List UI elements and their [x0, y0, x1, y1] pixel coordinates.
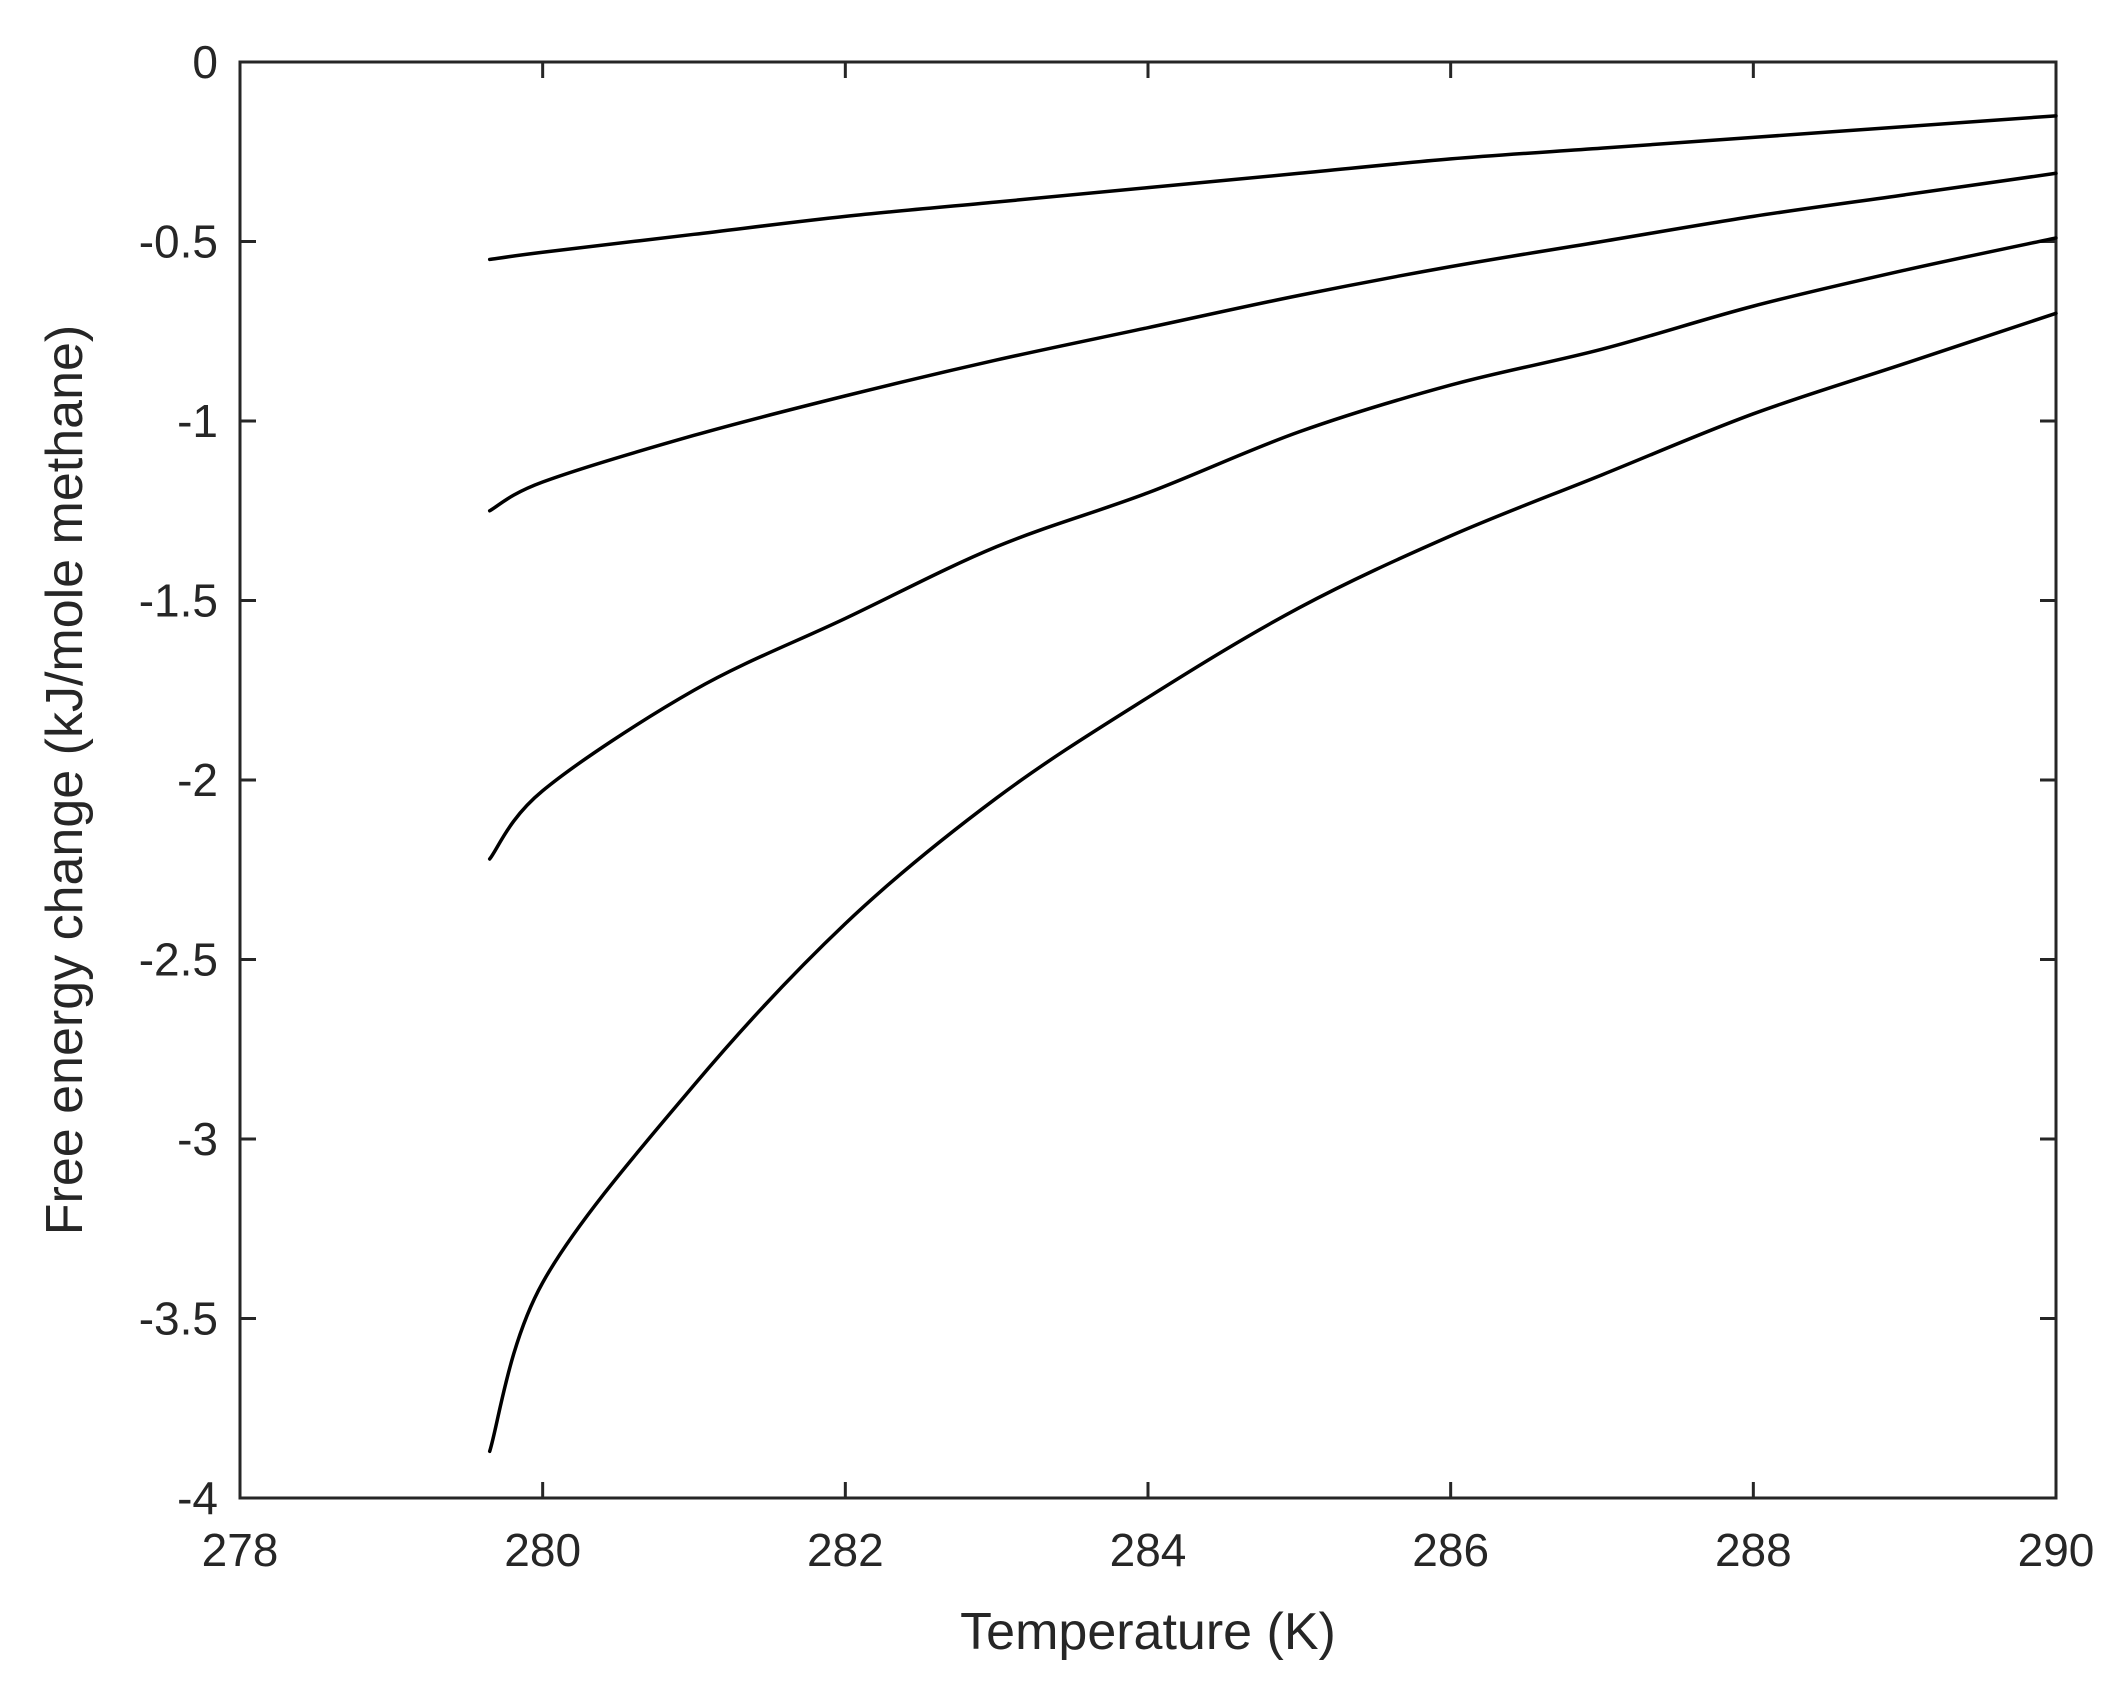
y-tick-label: -2.5	[139, 934, 218, 986]
y-tick-label: -4	[177, 1472, 218, 1524]
y-axis-label: Free energy change (kJ/mole methane)	[36, 325, 94, 1235]
y-tick-label: -1.5	[139, 575, 218, 627]
x-tick-label: 286	[1412, 1524, 1489, 1576]
series-line-1	[487, 114, 2058, 262]
x-tick-label: 284	[1110, 1524, 1187, 1576]
y-tick-label: 0	[192, 36, 218, 88]
plot-area	[238, 60, 2058, 1500]
y-tick-label: -0.5	[139, 216, 218, 268]
x-tick-label: 290	[2018, 1524, 2095, 1576]
series-line-2	[487, 171, 2058, 513]
y-tick-label: -2	[177, 754, 218, 806]
y-tick-label: -3	[177, 1113, 218, 1165]
x-tick-label: 280	[504, 1524, 581, 1576]
series-line-3	[487, 236, 2058, 861]
x-axis-label: Temperature (K)	[960, 1603, 1336, 1661]
x-tick-label: 288	[1715, 1524, 1792, 1576]
x-tick-label: 278	[202, 1524, 279, 1576]
y-tick-label: -3.5	[139, 1293, 218, 1345]
x-axis-ticks: 278 280 282 284 286 288 290	[202, 62, 2095, 1576]
y-axis-ticks: 0 -0.5 -1 -1.5 -2 -2.5 -3 -3.5 -4	[139, 36, 2056, 1524]
y-tick-label: -1	[177, 395, 218, 447]
x-tick-label: 282	[807, 1524, 884, 1576]
series-line-4	[487, 311, 2058, 1454]
series-layer	[487, 114, 2058, 1454]
